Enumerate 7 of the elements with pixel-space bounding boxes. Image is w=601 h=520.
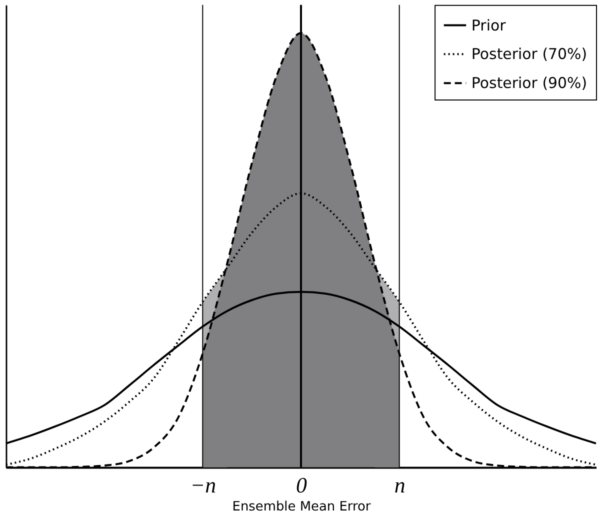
legend-label: Posterior (90%): [471, 74, 588, 92]
x-tick-label: 0: [296, 472, 308, 498]
x-tick-label: −n: [190, 472, 216, 498]
x-axis-title: Ensemble Mean Error: [232, 500, 372, 515]
legend-label: Prior: [471, 16, 507, 34]
legend-label: Posterior (70%): [471, 45, 588, 64]
x-tick-label: n: [394, 472, 406, 498]
